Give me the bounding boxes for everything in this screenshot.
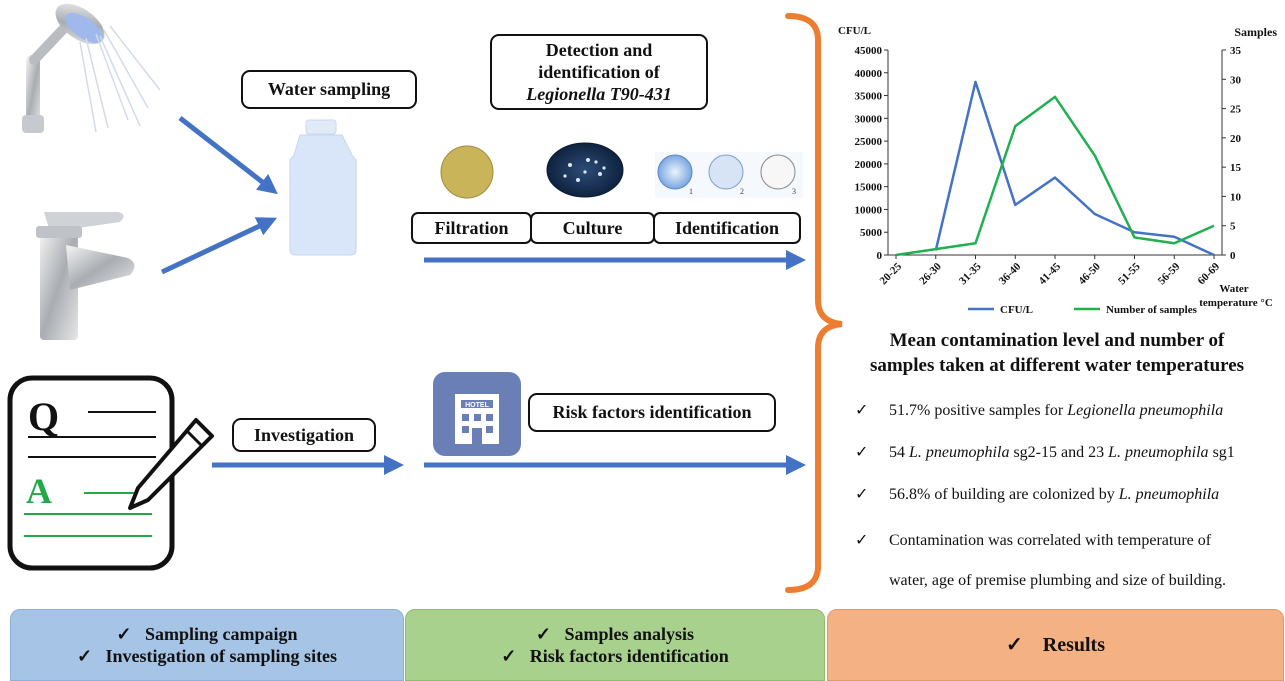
result-species: Legionella pneumophila [1067, 402, 1223, 419]
x-tick-label: 41-45 [1036, 260, 1063, 287]
legend-label-0: CFU/L [1000, 304, 1033, 316]
filter-membrane-icon [441, 146, 493, 198]
result-item-correlation: ✓Contamination was correlated with tempe… [855, 530, 1211, 550]
left-tick-label: 15000 [855, 182, 883, 194]
result-text: 51.7% positive samples for [889, 402, 1067, 419]
left-tick-label: 45000 [855, 45, 883, 57]
result-species: L. pneumophila [1119, 486, 1219, 503]
water-sampling-label: Water sampling [241, 70, 417, 109]
chart-caption-line-1: Mean contamination level and number of [836, 328, 1278, 353]
faucet-to-bottle-arrow [162, 222, 268, 272]
band-analysis-line-1: ✓ Samples analysis [536, 623, 694, 645]
result-item-correlation-cont: water, age of premise plumbing and size … [889, 572, 1226, 590]
left-tick-label: 25000 [855, 136, 883, 148]
result-species: L. pneumophila [909, 444, 1009, 461]
right-tick-label: 0 [1230, 250, 1236, 262]
chart-caption-line-2: samples taken at different water tempera… [836, 353, 1278, 378]
band-sampling: ✓ Sampling campaign ✓ Investigation of s… [10, 609, 404, 681]
band-results: ✓ Results [827, 609, 1284, 681]
result-item-buildings: ✓56.8% of building are colonized by L. p… [855, 484, 1219, 504]
left-tick-label: 30000 [855, 113, 883, 125]
right-tick-label: 35 [1230, 45, 1242, 57]
left-tick-label: 10000 [855, 204, 883, 216]
bottle-icon [290, 120, 356, 255]
x-tick-label: 20-25 [877, 260, 904, 287]
check-icon: ✓ [855, 400, 889, 420]
band-analysis: ✓ Samples analysis ✓ Risk factors identi… [405, 609, 825, 681]
right-tick-label: 30 [1230, 74, 1242, 86]
svg-text:1: 1 [689, 187, 693, 196]
left-tick-label: 0 [877, 250, 883, 262]
x-tick-label: 31-35 [957, 260, 984, 287]
band-sampling-line-1: ✓ Sampling campaign [116, 623, 297, 645]
svg-text:2: 2 [740, 187, 744, 196]
right-tick-label: 25 [1230, 104, 1242, 116]
hotel-icon: HOTEL [433, 372, 521, 456]
x-axis-title-line-2: temperature °C [1199, 297, 1273, 309]
identification-dishes-icon: 1 2 3 [655, 152, 803, 198]
identification-step: Identification [653, 212, 801, 244]
left-tick-label: 20000 [855, 159, 883, 171]
questionnaire-icon: Q A [10, 378, 212, 568]
faucet-icon [36, 212, 135, 340]
chart-caption: Mean contamination level and number of s… [836, 328, 1278, 378]
result-item-positive-samples: ✓51.7% positive samples for Legionella p… [855, 400, 1223, 420]
x-tick-label: 46-50 [1076, 260, 1103, 287]
risk-factors-label: Risk factors identification [528, 393, 776, 432]
svg-text:3: 3 [792, 187, 796, 196]
detection-line-1: Detection and [546, 39, 653, 61]
series-line-0 [936, 82, 1214, 255]
right-axis-title: Samples [1234, 25, 1277, 39]
series-line-1 [896, 97, 1214, 255]
result-text: water, age of premise plumbing and size … [889, 572, 1226, 589]
petri-dish-icon [547, 143, 623, 197]
right-tick-label: 15 [1230, 162, 1242, 174]
result-text: sg2-15 and 23 [1009, 444, 1108, 461]
detection-label: Detection and identification of Legionel… [490, 34, 708, 110]
investigation-label: Investigation [232, 418, 376, 452]
left-tick-label: 5000 [860, 227, 883, 239]
right-tick-label: 10 [1230, 191, 1242, 203]
culture-step: Culture [530, 212, 655, 244]
shower-to-bottle-arrow [180, 118, 270, 188]
result-text: 56.8% of building are colonized by [889, 486, 1119, 503]
result-text: Contamination was correlated with temper… [889, 532, 1211, 549]
check-icon: ✓ [855, 484, 889, 504]
detection-line-2: identification of [538, 61, 660, 83]
x-tick-label: 36-40 [997, 260, 1024, 287]
svg-text:HOTEL: HOTEL [465, 402, 489, 409]
left-tick-label: 40000 [855, 68, 883, 80]
band-results-line-1: ✓ Results [1006, 634, 1105, 656]
filtration-step: Filtration [411, 212, 532, 244]
x-axis-title-line-1: Water [1219, 283, 1248, 295]
check-icon: ✓ [855, 442, 889, 462]
result-text: sg1 [1209, 444, 1235, 461]
legend-label-1: Number of samples [1106, 304, 1198, 316]
right-tick-label: 5 [1230, 221, 1236, 233]
result-text: 54 [889, 444, 909, 461]
x-tick-label: 56-59 [1156, 260, 1183, 287]
result-item-serogroups: ✓54 L. pneumophila sg2-15 and 23 L. pneu… [855, 442, 1235, 462]
svg-text:Q: Q [28, 394, 59, 439]
band-sampling-line-2: ✓ Investigation of sampling sites [77, 645, 337, 667]
result-species: L. pneumophila [1108, 444, 1208, 461]
x-tick-label: 26-30 [917, 260, 944, 287]
left-tick-label: 35000 [855, 91, 883, 103]
svg-text:A: A [26, 471, 52, 511]
shower-icon [22, 0, 160, 133]
left-axis-title: CFU/L [838, 25, 871, 37]
contamination-chart: 0 5000 10000 15000 20000 25000 30000 35000 40000… [830, 18, 1285, 320]
detection-line-3: Legionella T90-431 [526, 83, 671, 105]
band-analysis-line-2: ✓ Risk factors identification [501, 645, 729, 667]
check-icon: ✓ [855, 530, 889, 550]
x-tick-label: 51-55 [1116, 260, 1143, 287]
right-tick-label: 20 [1230, 133, 1242, 145]
